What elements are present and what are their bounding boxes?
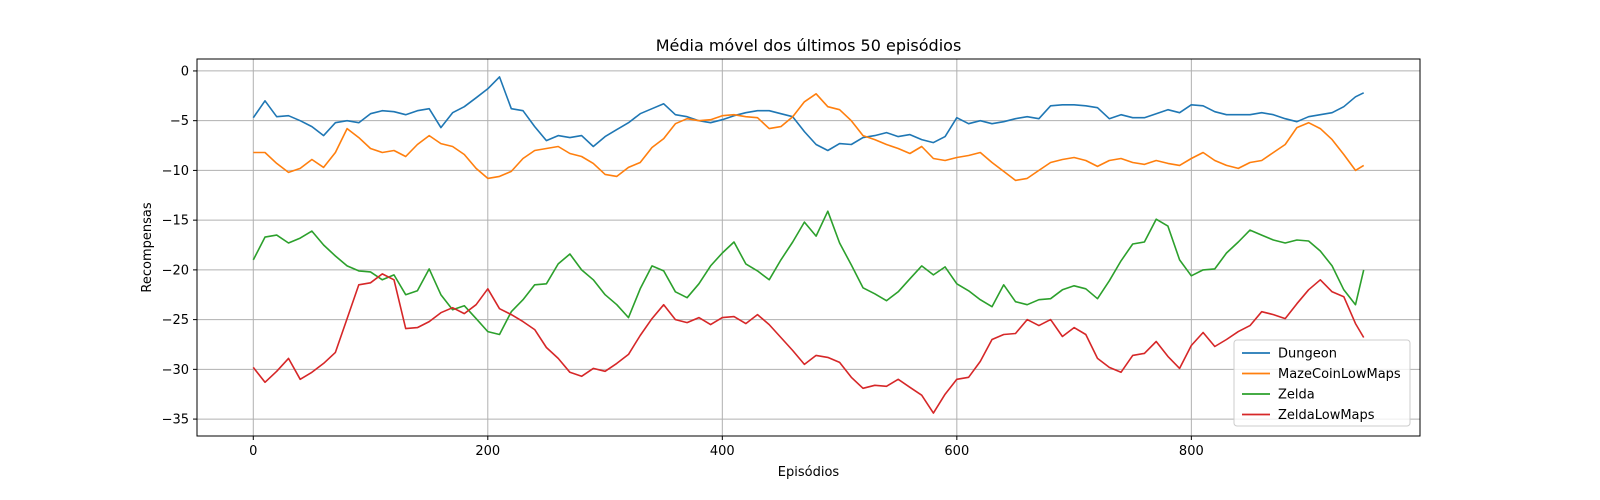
axis-ticks: 0 200 400 600 800 0 −5 −10 −15 −20 −25 −30 −35 [162, 64, 1204, 459]
grid-lines [197, 59, 1420, 436]
legend-label: Zelda [1278, 388, 1315, 403]
y-tick-label: −30 [162, 363, 189, 378]
x-tick-label: 800 [1179, 444, 1204, 459]
legend-label: MazeCoinLowMaps [1278, 367, 1401, 382]
legend: Dungeon MazeCoinLowMaps Zelda ZeldaLowMaps [1233, 339, 1411, 427]
y-tick-label: −5 [170, 114, 189, 129]
y-tick-label: 0 [181, 64, 189, 79]
chart-title: Média móvel dos últimos 50 episódios [656, 36, 962, 55]
plot-frame [196, 58, 1421, 437]
y-tick-label: −25 [162, 313, 189, 328]
legend-box [1233, 339, 1411, 427]
y-tick-label: −15 [162, 214, 189, 229]
y-tick-label: −20 [162, 263, 189, 278]
legend-label: ZeldaLowMaps [1278, 408, 1375, 423]
x-axis-label: Episódios [778, 465, 840, 480]
y-tick-label: −35 [162, 413, 189, 428]
x-tick-label: 200 [475, 444, 500, 459]
series-line-mazecoinlowmaps [253, 93, 1365, 182]
x-tick-label: 400 [710, 444, 735, 459]
x-tick-label: 600 [944, 444, 969, 459]
x-tick-label: 0 [249, 444, 257, 459]
y-tick-label: −10 [162, 164, 189, 179]
y-axis-label: Recompensas [140, 202, 155, 292]
series-line-dungeon [252, 76, 1365, 152]
legend-label: Dungeon [1278, 347, 1337, 362]
series-line-zeldalowmaps [252, 273, 1365, 414]
series-line-zelda [252, 210, 1365, 336]
series-lines [252, 76, 1365, 414]
